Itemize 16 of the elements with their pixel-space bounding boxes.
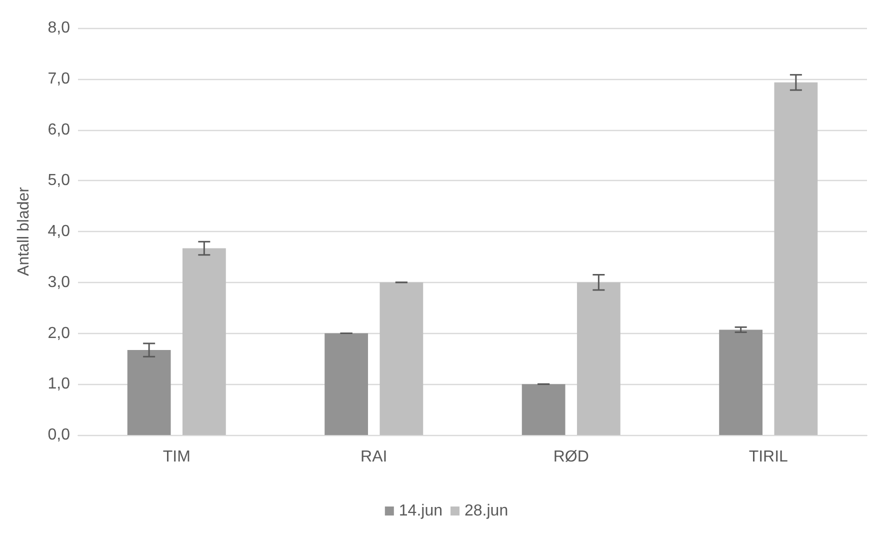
x-tick-label: TIRIL [748,448,788,466]
legend-label: 14.jun [398,502,442,520]
x-tick-label: TIM [162,448,190,466]
y-tick-label: 7,0 [48,70,70,88]
y-tick-label: 3,0 [48,274,70,291]
y-tick-label: 1,0 [48,376,70,393]
x-tick-label: RØD [553,448,589,466]
y-tick-label: 4,0 [48,223,70,240]
y-tick-label: 5,0 [48,172,70,190]
y-axis-title: Antall blader [16,186,32,276]
y-tick-label: 2,0 [48,324,70,342]
x-tick-label: RAI [360,448,388,466]
y-tick-label: 8,0 [48,20,70,36]
y-tick-label: 6,0 [48,121,70,138]
legend-label: 28.jun [464,502,508,520]
y-tick-label: 0,0 [48,426,70,444]
